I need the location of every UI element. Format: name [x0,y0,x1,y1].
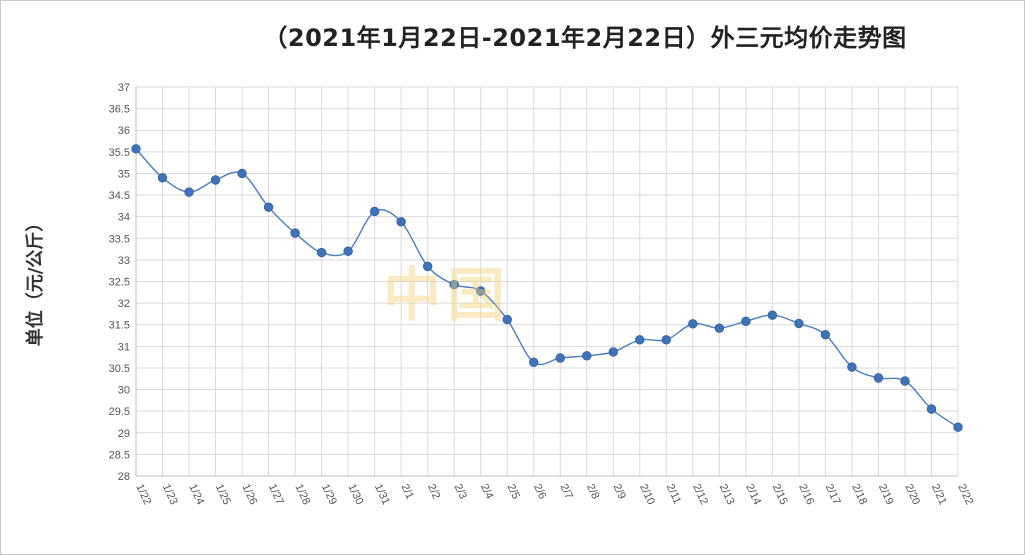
data-point [237,168,247,179]
x-tick-label: 2/12 [690,482,710,506]
y-tick-label: 36 [118,125,130,137]
x-tick-label: 1/29 [319,482,339,506]
data-point [316,247,327,258]
x-tick-label: 2/17 [823,482,843,506]
x-tick-label: 1/28 [292,482,312,506]
data-point [476,286,486,296]
data-point [608,347,618,357]
x-tick-label: 2/19 [876,482,896,506]
x-tick-label: 2/22 [955,482,975,506]
y-tick-label: 32.5 [109,277,130,289]
data-point [794,318,804,329]
x-tick-label: 2/7 [558,482,575,501]
data-point [502,314,512,325]
data-point [290,228,300,238]
y-tick-label: 30.5 [109,363,130,375]
x-tick-label: 2/14 [743,482,763,506]
y-tick-label: 36.5 [109,104,130,116]
x-tick-label: 1/26 [239,482,259,506]
x-tick-label: 1/31 [372,482,392,506]
data-point [343,246,353,256]
y-tick-label: 35 [118,168,130,180]
x-tick-label: 2/10 [637,482,657,506]
y-tick-label: 28 [118,471,130,483]
x-tick-label: 2/5 [505,482,522,501]
y-tick-label: 31.5 [109,320,130,332]
x-tick-label: 2/20 [902,482,922,506]
watermark-logo: 中国 [383,261,512,329]
y-tick-label: 35.5 [109,147,130,159]
y-tick-label: 31 [118,341,130,353]
x-tick-label: 2/11 [664,482,684,506]
data-point [555,353,565,363]
data-point [263,202,274,212]
y-tick-label: 34 [118,212,130,224]
x-tick-label: 2/2 [425,482,442,501]
data-point [953,422,963,432]
y-tick-label: 28.5 [109,449,130,461]
data-point [661,335,672,345]
x-tick-label: 1/25 [213,482,233,506]
data-point [131,144,141,154]
x-tick-label: 2/18 [849,482,869,506]
x-tick-label: 2/6 [531,482,548,501]
x-tick-label: 1/23 [160,482,180,506]
data-point [714,323,725,333]
data-point [529,357,539,368]
data-point [422,261,433,272]
x-tick-label: 2/16 [796,482,816,506]
data-point [184,187,194,197]
data-point [210,175,221,185]
data-point [767,310,778,320]
y-tick-label: 37 [118,82,130,94]
y-tick-label: 29 [118,428,130,440]
x-tick-label: 2/9 [611,482,628,501]
data-point [582,351,592,361]
data-point [900,376,910,386]
y-tick-label: 33.5 [109,233,130,245]
y-tick-label: 33 [118,255,130,267]
x-tick-label: 2/1 [398,482,415,501]
x-tick-label: 2/15 [770,482,790,506]
data-point [873,373,884,383]
x-tick-label: 1/30 [345,482,365,506]
data-point [396,217,406,227]
y-tick-label: 34.5 [109,190,130,202]
data-point [741,316,751,326]
data-point [820,329,831,340]
data-point [688,319,698,329]
x-tick-label: 2/4 [478,482,495,501]
chart-title: （2021年1月22日-2021年2月22日）外三元均价走势图 [263,24,907,52]
y-tick-label: 29.5 [109,406,130,418]
x-tick-label: 2/8 [584,482,601,501]
x-tick-label: 1/27 [266,482,286,506]
x-tick-label: 1/22 [133,482,153,506]
x-tick-label: 1/24 [186,482,206,506]
y-tick-label: 32 [118,298,130,310]
data-point [847,362,857,372]
x-tick-label: 2/13 [717,482,737,506]
data-point [635,335,645,345]
data-point [449,279,459,290]
x-tick-label: 2/3 [451,482,468,501]
data-point [157,173,168,183]
series-line [135,148,959,428]
y-tick-label: 30 [118,385,130,397]
data-point [369,206,380,217]
data-point [926,404,937,414]
x-tick-label: 2/21 [929,482,949,506]
